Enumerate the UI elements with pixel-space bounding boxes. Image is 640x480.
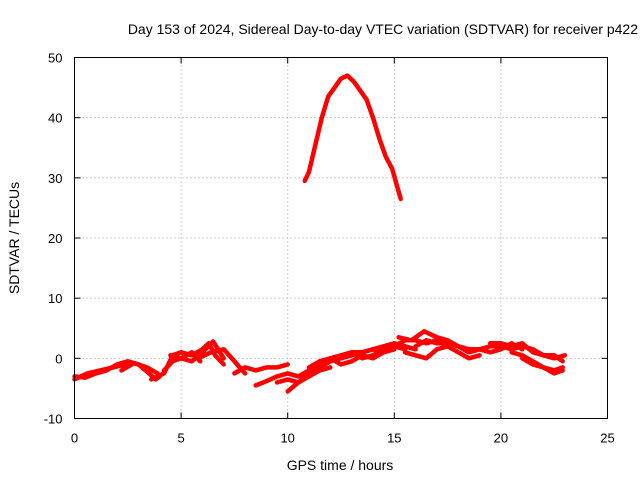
series-trace-13 [338, 341, 418, 361]
x-tick-label: 25 [600, 431, 614, 446]
series-layer [72, 73, 568, 394]
y-tick-label: 0 [55, 351, 62, 366]
series-trace-16 [402, 344, 482, 361]
x-tick-label: 15 [387, 431, 401, 446]
series-trace-3 [119, 360, 160, 376]
y-tick-label: 40 [48, 111, 62, 126]
x-axis-label: GPS time / hours [287, 457, 394, 473]
y-axis-label: SDTVAR / TECUs [6, 182, 22, 294]
series-trace-17 [413, 338, 525, 355]
y-tick-label: -10 [44, 412, 63, 427]
series-trace-21 [302, 73, 403, 202]
x-tick-label: 0 [71, 431, 78, 446]
x-tick-label: 20 [494, 431, 508, 446]
series-trace-7 [195, 347, 248, 376]
y-tick-label: 50 [48, 51, 62, 66]
y-tick-label: 30 [48, 171, 62, 186]
grid [74, 57, 608, 419]
series-trace-20 [519, 356, 565, 376]
series-trace-9 [253, 341, 408, 388]
chart-title: Day 153 of 2024, Sidereal Day-to-day VTE… [128, 21, 638, 37]
axis-ticks: 0 5 10 15 20 25 -10 0 10 20 30 40 50 [44, 51, 615, 446]
series-trace-12 [306, 347, 397, 370]
series-trace-8 [232, 362, 290, 376]
series-trace-18 [487, 341, 568, 361]
series-trace-1 [72, 359, 163, 382]
x-tick-label: 5 [177, 431, 184, 446]
series-trace-2 [72, 362, 128, 382]
y-tick-label: 20 [48, 231, 62, 246]
x-tick-label: 10 [280, 431, 294, 446]
y-tick-label: 10 [48, 291, 62, 306]
